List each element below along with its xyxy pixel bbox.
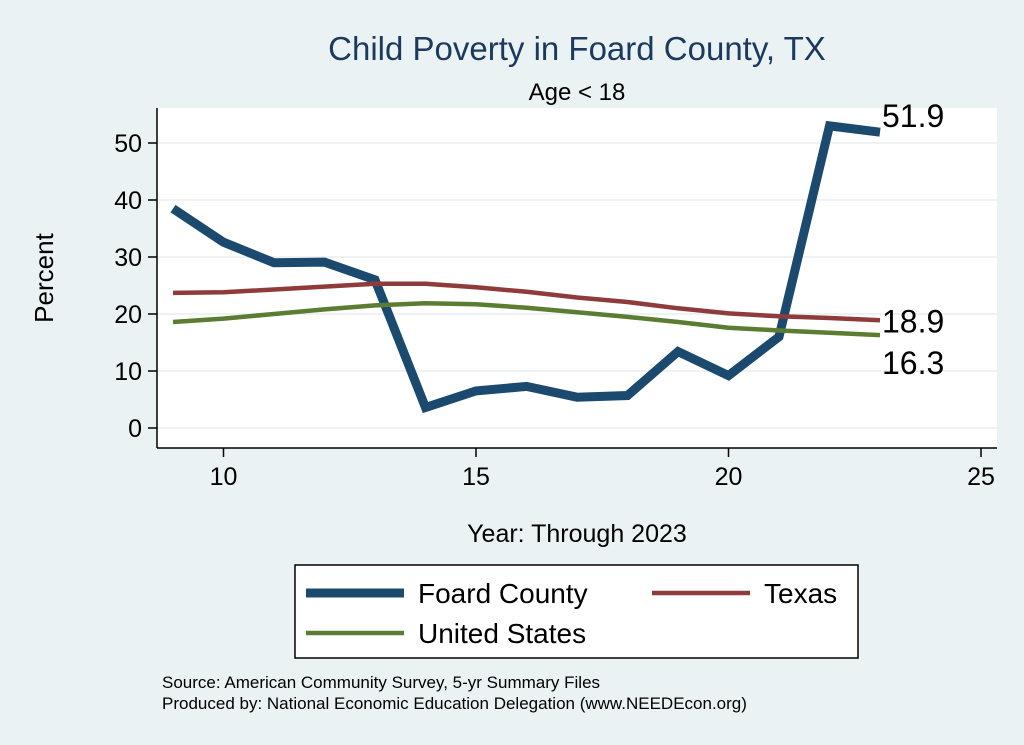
end-label-texas: 18.9 bbox=[882, 303, 944, 339]
y-tick-label: 10 bbox=[114, 358, 142, 386]
y-tick-label: 30 bbox=[114, 244, 142, 272]
y-axis-ticks: 0 10 20 30 40 50 bbox=[114, 130, 157, 443]
legend-label-texas: Texas bbox=[764, 578, 837, 609]
x-tick-label: 20 bbox=[715, 463, 743, 491]
series-line-united-states bbox=[172, 300, 881, 338]
legend: Foard County Texas United States bbox=[306, 578, 837, 649]
legend-label-united-states: United States bbox=[418, 618, 586, 649]
x-tick-label: 10 bbox=[210, 463, 238, 491]
end-label-united-states: 16.3 bbox=[882, 345, 944, 381]
legend-label-foard-county: Foard County bbox=[418, 578, 588, 609]
y-tick-label: 0 bbox=[128, 415, 142, 443]
y-axis-label: Percent bbox=[29, 232, 59, 322]
produced-by-note: Produced by: National Economic Education… bbox=[162, 694, 747, 713]
y-tick-label: 20 bbox=[114, 301, 142, 329]
chart-title: Child Poverty in Foard County, TX bbox=[328, 30, 826, 67]
y-tick-label: 50 bbox=[114, 130, 142, 158]
x-axis-label: Year: Through 2023 bbox=[467, 520, 687, 548]
plot-area bbox=[157, 108, 997, 448]
series-line-foard-county bbox=[170, 120, 881, 414]
end-labels: 51.9 18.9 16.3 bbox=[882, 98, 944, 381]
y-tick-label: 40 bbox=[114, 187, 142, 215]
series-lines bbox=[170, 120, 881, 414]
chart-subtitle: Age < 18 bbox=[529, 79, 626, 106]
x-tick-label: 15 bbox=[462, 463, 490, 491]
end-label-foard-county: 51.9 bbox=[882, 98, 944, 134]
source-note: Source: American Community Survey, 5-yr … bbox=[162, 673, 600, 692]
series-line-texas bbox=[172, 281, 881, 323]
x-tick-label: 25 bbox=[967, 463, 995, 491]
legend-box bbox=[294, 564, 859, 659]
x-axis-ticks: 10 15 20 25 bbox=[210, 448, 995, 491]
